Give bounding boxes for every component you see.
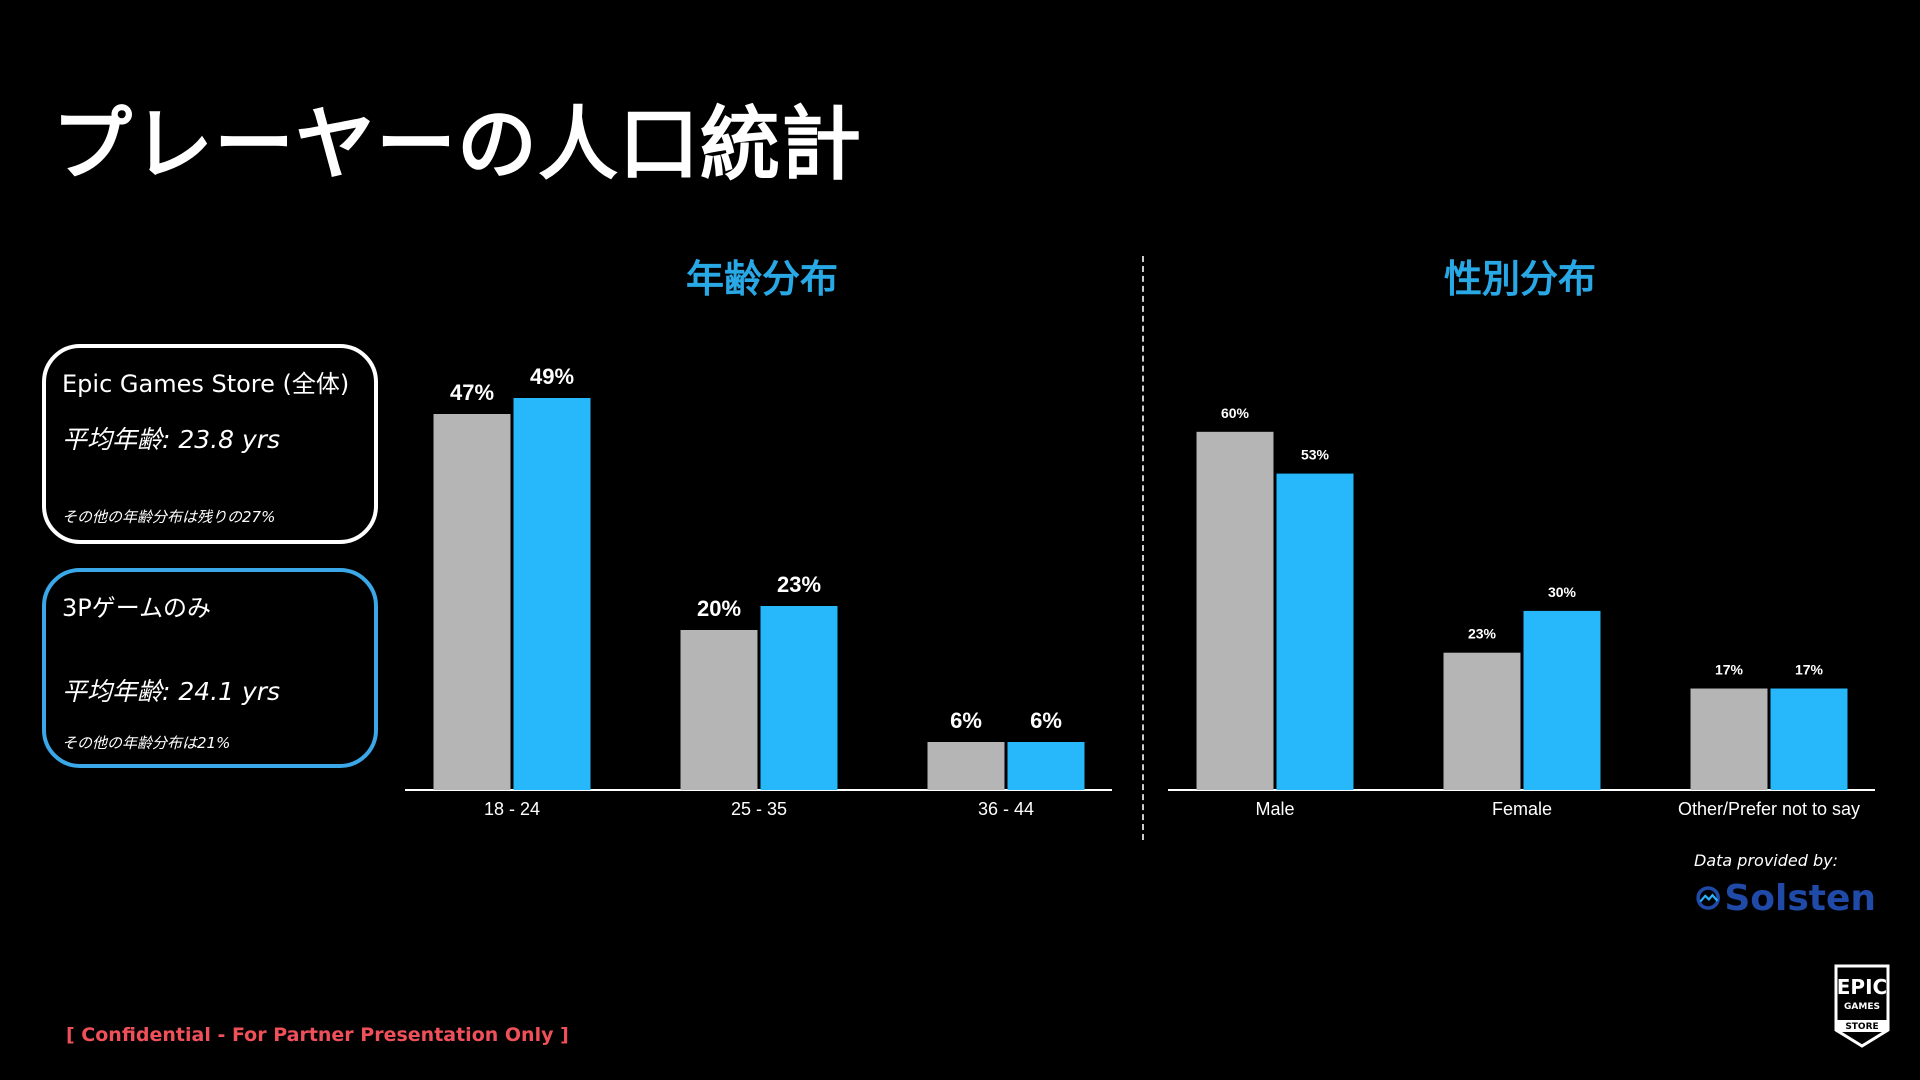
age-data-label-s1-c2: 6% [1030,708,1062,733]
epic-games-store-logo: EPIC GAMES STORE [1834,964,1890,1048]
age-data-label-s1-c0: 49% [530,364,574,389]
gender-tick-label-0: Male [1255,799,1294,819]
gender-data-label-s1-c1: 30% [1548,584,1577,600]
gender-data-label-s0-c2: 17% [1715,662,1744,678]
age-data-label-s0-c0: 47% [450,380,494,405]
age-bar-s0-c0 [433,414,511,790]
gender-data-label-s0-c0: 60% [1221,405,1250,421]
legend-box-3p-games: 3Pゲームのみ 平均年齢: 24.1 yrs その他の年齢分布は21% [42,568,378,768]
age-bar-s1-c1 [760,606,838,790]
gender-data-label-s1-c2: 17% [1795,662,1824,678]
legend-note-3p-games: その他の年齢分布は21% [62,734,231,752]
chart-divider [1142,256,1144,840]
age-tick-label-1: 25 - 35 [731,799,787,819]
legend-name-3p-games: 3Pゲームのみ [62,594,212,622]
age-chart-title: 年齢分布 [685,257,838,301]
gender-bar-s1-c1 [1523,610,1601,790]
confidential-notice: [ Confidential - For Partner Presentatio… [66,1024,569,1046]
age-bar-s1-c0 [513,398,591,790]
legend-box-all-store: Epic Games Store (全体) 平均年齢: 23.8 yrs その他… [42,344,378,544]
gender-chart-title: 性別分布 [1443,257,1596,301]
gender-bar-s1-c0 [1276,473,1354,790]
gender-tick-label-1: Female [1492,799,1552,819]
gender-data-label-s0-c1: 23% [1468,626,1497,642]
store-logo-line2: GAMES [1844,1002,1880,1012]
age-bar-s0-c2 [927,742,1005,790]
page-title: プレーヤーの人口統計 [52,98,862,191]
gender-bar-s1-c2 [1770,688,1848,790]
age-bar-s1-c2 [1007,742,1085,790]
legend-avg-age-3p-games: 平均年齢: 24.1 yrs [62,677,281,706]
solsten-logo: Solsten [1696,876,1876,920]
age-tick-label-0: 18 - 24 [484,799,540,819]
gender-tick-label-2: Other/Prefer not to say [1678,799,1860,819]
solsten-mark-icon [1696,886,1720,910]
age-bar-s0-c1 [680,630,758,790]
data-provider-label: Data provided by: [1694,851,1838,870]
gender-data-label-s1-c0: 53% [1301,447,1330,463]
age-data-label-s0-c1: 20% [697,596,741,621]
store-logo-line1: EPIC [1837,975,1887,999]
gender-bar-s0-c0 [1196,431,1274,790]
legend-note-all-store: その他の年齢分布は残りの27% [62,508,276,526]
store-logo-line3: STORE [1845,1022,1878,1032]
legend-name-all-store: Epic Games Store (全体) [62,370,350,398]
gender-bar-s0-c2 [1690,688,1768,790]
solsten-logo-text: Solsten [1724,877,1876,919]
gender-bar-s0-c1 [1443,652,1521,790]
legend-avg-age-all-store: 平均年齢: 23.8 yrs [62,425,281,454]
age-tick-label-2: 36 - 44 [978,799,1034,819]
age-data-label-s1-c1: 23% [777,572,821,597]
age-data-label-s0-c2: 6% [950,708,982,733]
